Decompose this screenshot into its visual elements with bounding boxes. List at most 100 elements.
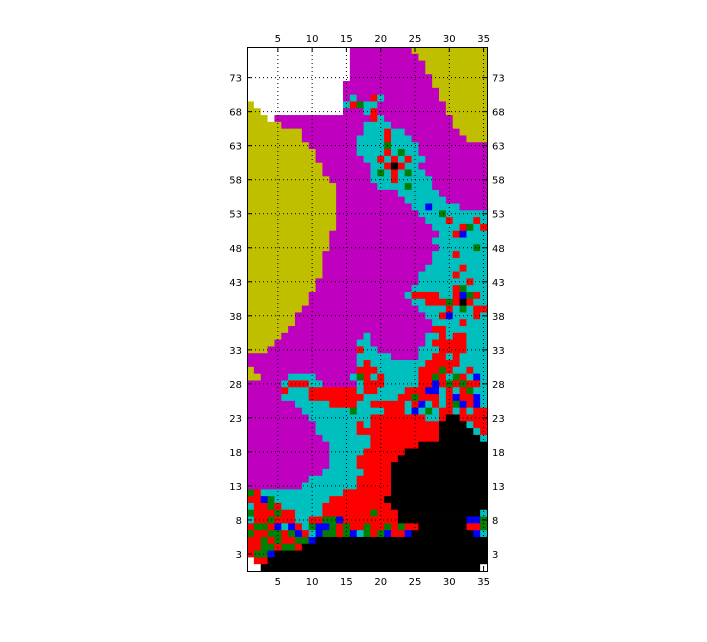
heatmap-cell — [322, 482, 330, 490]
heatmap-cell — [336, 455, 344, 463]
heatmap-cell — [322, 428, 330, 436]
heatmap-cell — [391, 530, 399, 538]
heatmap-cell — [418, 162, 426, 170]
heatmap-cell — [267, 298, 275, 306]
heatmap-cell — [253, 407, 262, 415]
heatmap-cell — [343, 530, 351, 538]
heatmap-cell — [349, 550, 358, 558]
heatmap-cell — [336, 360, 344, 368]
heatmap-cell — [267, 509, 275, 517]
heatmap-cell — [466, 230, 474, 238]
heatmap-cell — [308, 455, 316, 463]
heatmap-cell — [452, 257, 460, 266]
heatmap-cell — [356, 189, 364, 198]
heatmap-cell — [336, 496, 344, 504]
heatmap-cell — [425, 387, 433, 395]
heatmap-cell — [452, 441, 460, 449]
heatmap-cell — [356, 87, 364, 96]
heatmap-cell — [404, 121, 412, 130]
heatmap-cell — [480, 455, 488, 463]
heatmap-cell — [301, 271, 310, 279]
heatmap-cell — [377, 455, 385, 463]
heatmap-cell — [260, 366, 268, 375]
heatmap-cell — [349, 189, 358, 198]
heatmap-cell — [295, 257, 303, 266]
heatmap-cell — [274, 414, 282, 422]
heatmap-cell — [370, 530, 378, 538]
heatmap-cell — [397, 346, 406, 354]
heatmap-cell — [356, 196, 364, 204]
heatmap-cell — [349, 407, 358, 415]
heatmap-cell — [253, 203, 262, 211]
heatmap-cell — [404, 142, 412, 150]
heatmap-cell — [281, 434, 289, 443]
heatmap-cell — [308, 468, 316, 477]
heatmap-cell — [247, 291, 255, 300]
heatmap-cell — [384, 489, 392, 497]
heatmap-cell — [267, 128, 275, 136]
heatmap-cell — [274, 257, 282, 266]
heatmap-cell — [445, 210, 454, 218]
heatmap-cell — [459, 489, 467, 497]
heatmap-cell — [281, 353, 289, 361]
heatmap-cell — [418, 128, 426, 136]
heatmap-cell — [267, 101, 275, 109]
heatmap-cell — [301, 94, 310, 102]
heatmap-cell — [445, 468, 454, 477]
heatmap-cell — [480, 251, 488, 259]
heatmap-cell — [363, 387, 371, 395]
heatmap-cell — [356, 108, 364, 116]
heatmap-cell — [301, 121, 310, 130]
heatmap-cell — [301, 217, 310, 225]
heatmap-cell — [260, 509, 268, 517]
heatmap-cell — [315, 434, 323, 443]
heatmap-cell — [356, 543, 364, 551]
heatmap-cell — [322, 115, 330, 123]
heatmap-cell — [295, 360, 303, 368]
heatmap-cell — [329, 203, 337, 211]
heatmap-cell — [452, 468, 460, 477]
heatmap-cell — [377, 509, 385, 517]
heatmap-cell — [391, 251, 399, 259]
heatmap-cell — [253, 516, 262, 524]
heatmap-cell — [281, 176, 289, 184]
heatmap-cell — [247, 462, 255, 470]
heatmap-cell — [452, 203, 460, 211]
heatmap-cell — [452, 176, 460, 184]
heatmap-cell — [281, 380, 289, 388]
heatmap-cell — [308, 387, 316, 395]
heatmap-cell — [308, 482, 316, 490]
heatmap-cell — [445, 217, 454, 225]
heatmap-cell — [425, 523, 433, 531]
heatmap-cell — [370, 339, 378, 347]
heatmap-cell — [322, 87, 330, 96]
heatmap-cell — [411, 285, 419, 293]
heatmap-cell — [370, 217, 378, 225]
heatmap-cell — [432, 162, 440, 170]
heatmap-cell — [315, 366, 323, 375]
heatmap-cell — [397, 142, 406, 150]
heatmap-cell — [445, 142, 454, 150]
heatmap-cell — [301, 400, 310, 409]
heatmap-cell — [322, 543, 330, 551]
heatmap-cell — [397, 468, 406, 477]
heatmap-cell — [260, 210, 268, 218]
heatmap-cell — [459, 496, 467, 504]
heatmap-cell — [425, 251, 433, 259]
heatmap-cell — [343, 128, 351, 136]
heatmap-cell — [445, 298, 454, 306]
heatmap-cell — [315, 94, 323, 102]
heatmap-cell — [308, 94, 316, 102]
heatmap-cell — [308, 81, 316, 89]
heatmap-cell — [480, 217, 488, 225]
heatmap-cell — [260, 271, 268, 279]
heatmap-cell — [253, 366, 262, 375]
heatmap-cell — [356, 475, 364, 483]
heatmap-cell — [384, 203, 392, 211]
heatmap-cell — [267, 203, 275, 211]
heatmap-cell — [349, 414, 358, 422]
heatmap-cell — [391, 291, 399, 300]
heatmap-cell — [329, 183, 337, 191]
heatmap-cell — [343, 196, 351, 204]
heatmap-cell — [391, 203, 399, 211]
